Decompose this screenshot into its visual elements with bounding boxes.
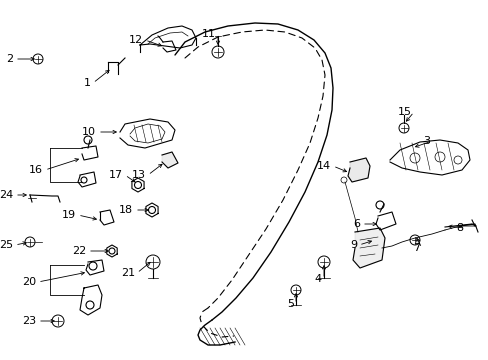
Text: 18: 18: [119, 205, 133, 215]
Text: 25: 25: [0, 240, 13, 250]
Polygon shape: [347, 158, 369, 182]
Text: 12: 12: [129, 35, 142, 45]
Text: 7: 7: [412, 243, 419, 253]
Text: 11: 11: [202, 29, 216, 39]
Text: 5: 5: [286, 299, 293, 309]
Text: 9: 9: [349, 240, 356, 250]
Text: 23: 23: [22, 316, 36, 326]
Text: 14: 14: [316, 161, 330, 171]
Text: 20: 20: [22, 277, 36, 287]
Text: 13: 13: [132, 170, 146, 180]
Text: 21: 21: [121, 268, 135, 278]
Text: 15: 15: [397, 107, 411, 117]
Text: 2: 2: [6, 54, 13, 64]
Text: 19: 19: [62, 210, 76, 220]
Text: 22: 22: [72, 246, 86, 256]
Polygon shape: [162, 152, 178, 168]
Text: 3: 3: [422, 136, 429, 146]
Text: 17: 17: [109, 170, 123, 180]
Text: 24: 24: [0, 190, 13, 200]
Text: 4: 4: [314, 274, 321, 284]
Text: 10: 10: [82, 127, 96, 137]
Text: 1: 1: [84, 78, 91, 88]
Polygon shape: [352, 228, 384, 268]
Text: 6: 6: [352, 219, 359, 229]
Text: 8: 8: [455, 223, 462, 233]
Text: 16: 16: [29, 165, 43, 175]
